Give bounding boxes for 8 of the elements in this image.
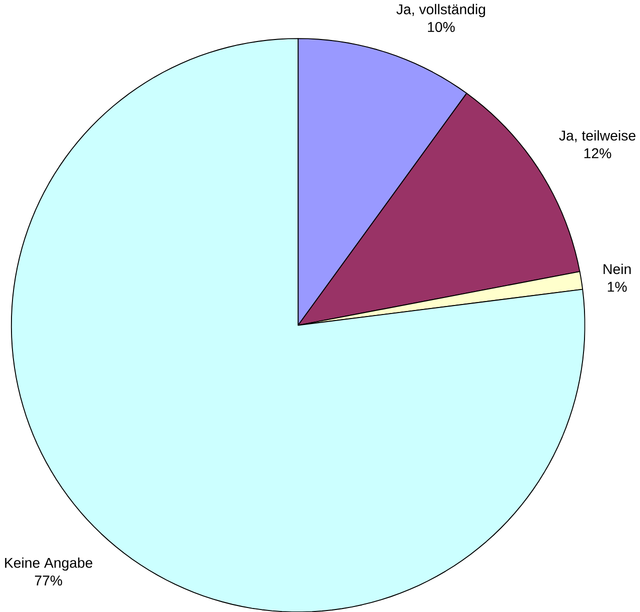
slice-label: Ja, vollständig — [396, 4, 486, 17]
data-label: 12% — [584, 148, 612, 158]
data-label: 1% — [608, 282, 627, 292]
slice-label: Ja, teilweise — [559, 130, 636, 142]
slice-label: Nein — [604, 263, 631, 274]
data-label: 10% — [428, 22, 455, 32]
data-label: 77% — [34, 575, 62, 586]
slice-label: Keine Angabe — [5, 557, 92, 570]
